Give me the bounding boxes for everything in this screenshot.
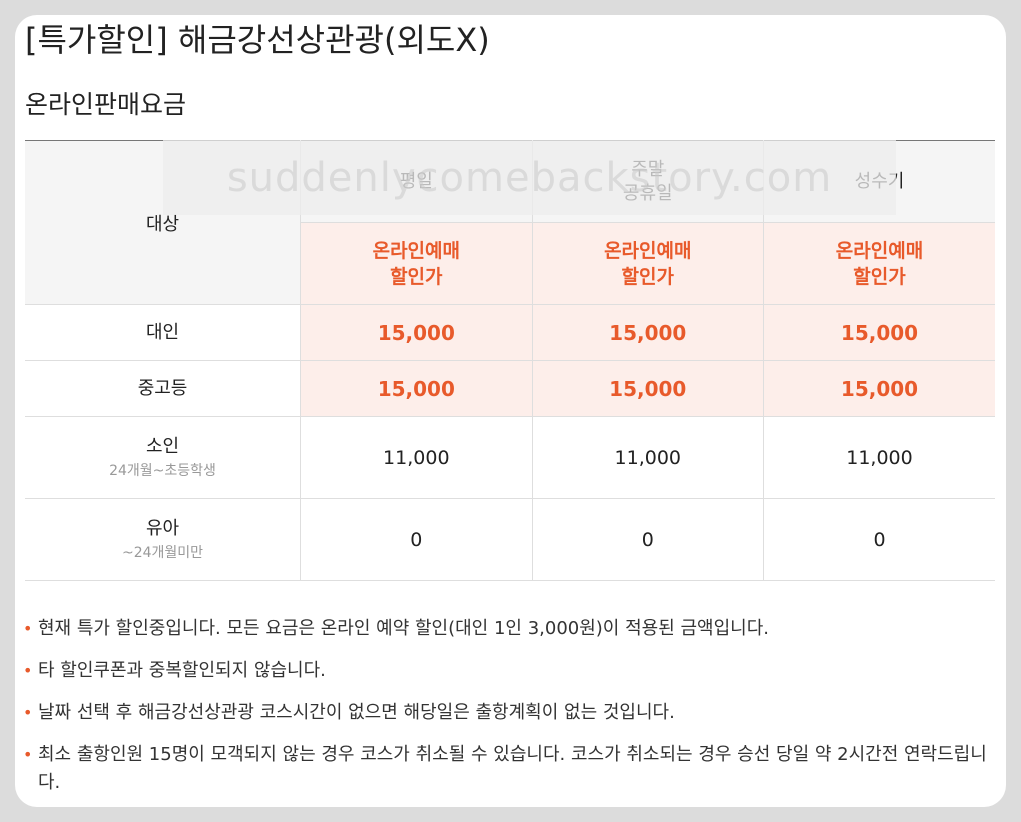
- price-cell: 11,000: [300, 416, 533, 499]
- notice-text: 현재 특가 할인중입니다. 모든 요금은 온라인 예약 할인(대인 1인 3,0…: [38, 618, 770, 639]
- notice-item: • 타 할인쿠폰과 중복할인되지 않습니다.: [23, 657, 993, 685]
- category-cell: 소인 24개월~초등학생: [25, 416, 302, 499]
- table-row: 유아 ~24개월미만 0 0 0: [25, 498, 995, 581]
- notice-text: 날짜 선택 후 해금강선상관광 코스시간이 없으면 해당일은 출항계획이 없는 …: [38, 702, 675, 723]
- section-title: 온라인판매요금: [25, 90, 187, 119]
- page-title: [특가할인] 해금강선상관광(외도X): [25, 21, 490, 59]
- category-label: 소인: [145, 435, 180, 457]
- category-label: 대인: [145, 321, 180, 343]
- table-header-row: 대상 평일 주말 공휴일 성수기: [25, 140, 995, 305]
- category-sublabel: ~24개월미만: [121, 544, 204, 561]
- notice-list: • 현재 특가 할인중입니다. 모든 요금은 온라인 예약 할인(대인 1인 3,…: [23, 615, 993, 807]
- notice-item: • 날짜 선택 후 해금강선상관광 코스시간이 없으면 해당일은 출항계획이 없는…: [23, 699, 993, 727]
- dot-icon: •: [23, 745, 33, 764]
- price-cell: 0: [300, 498, 533, 581]
- category-cell: 중고등: [25, 360, 302, 417]
- table-row: 중고등 15,000 15,000 15,000: [25, 360, 995, 417]
- dot-icon: •: [23, 661, 33, 680]
- price-cell: 15,000: [300, 360, 533, 417]
- notice-text: 최소 출항인원 15명이 모객되지 않는 경우 코스가 취소될 수 있습니다. …: [38, 744, 987, 793]
- notice-item: • 현재 특가 할인중입니다. 모든 요금은 온라인 예약 할인(대인 1인 3,…: [23, 615, 993, 643]
- online-discount-header: 온라인예매 할인가: [300, 222, 533, 305]
- price-cell: 0: [532, 498, 765, 581]
- price-cell: 15,000: [532, 304, 765, 361]
- dot-icon: •: [23, 619, 33, 638]
- price-cell: 15,000: [300, 304, 533, 361]
- day-header-weekday: 평일: [300, 140, 533, 223]
- online-discount-header: 온라인예매 할인가: [532, 222, 765, 305]
- price-cell: 11,000: [763, 416, 995, 499]
- notice-item: • 최소 출항인원 15명이 모객되지 않는 경우 코스가 취소될 수 있습니다.…: [23, 741, 993, 797]
- day-header-peak: 성수기: [763, 140, 995, 223]
- price-cell: 15,000: [763, 360, 995, 417]
- target-header: 대상: [25, 140, 302, 305]
- day-header-weekend: 주말 공휴일: [532, 140, 765, 223]
- fare-card: [특가할인] 해금강선상관광(외도X) 온라인판매요금 suddenlycome…: [15, 15, 1006, 807]
- fare-table: 대상 평일 주말 공휴일 성수기 온라인예매 할인가 온라인예매 할인가 온라인예매 할…: [25, 140, 995, 581]
- table-row: 소인 24개월~초등학생 11,000 11,000 11,000: [25, 416, 995, 499]
- category-cell: 유아 ~24개월미만: [25, 498, 302, 581]
- table-row: 대인 15,000 15,000 15,000: [25, 304, 995, 361]
- category-cell: 대인: [25, 304, 302, 361]
- dot-icon: •: [23, 703, 33, 722]
- online-discount-header: 온라인예매 할인가: [763, 222, 995, 305]
- table-subheader-row: 온라인예매 할인가 온라인예매 할인가 온라인예매 할인가: [25, 222, 995, 305]
- price-cell: 11,000: [532, 416, 765, 499]
- notice-text: 타 할인쿠폰과 중복할인되지 않습니다.: [38, 660, 326, 681]
- category-label: 유아: [145, 517, 180, 539]
- price-cell: 0: [763, 498, 995, 581]
- price-cell: 15,000: [532, 360, 765, 417]
- category-sublabel: 24개월~초등학생: [109, 462, 216, 479]
- category-label: 중고등: [137, 377, 188, 399]
- price-cell: 15,000: [763, 304, 995, 361]
